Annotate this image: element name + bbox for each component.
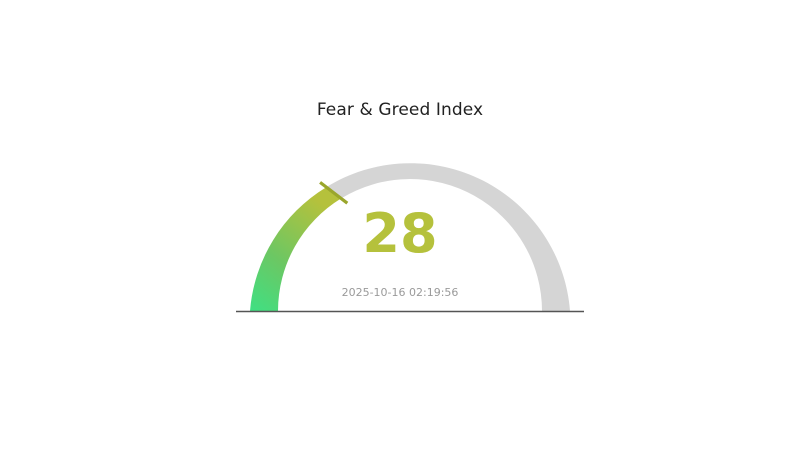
chart-title: Fear & Greed Index — [316, 100, 484, 120]
gauge-value-arc — [250, 187, 342, 311]
gauge-threshold-marker — [319, 181, 349, 205]
gauge-value-text: 28 — [362, 202, 438, 265]
gauge-timestamp-text: 2025-10-16 02:19:56 — [341, 286, 459, 299]
gauge-track-arc — [326, 163, 570, 311]
